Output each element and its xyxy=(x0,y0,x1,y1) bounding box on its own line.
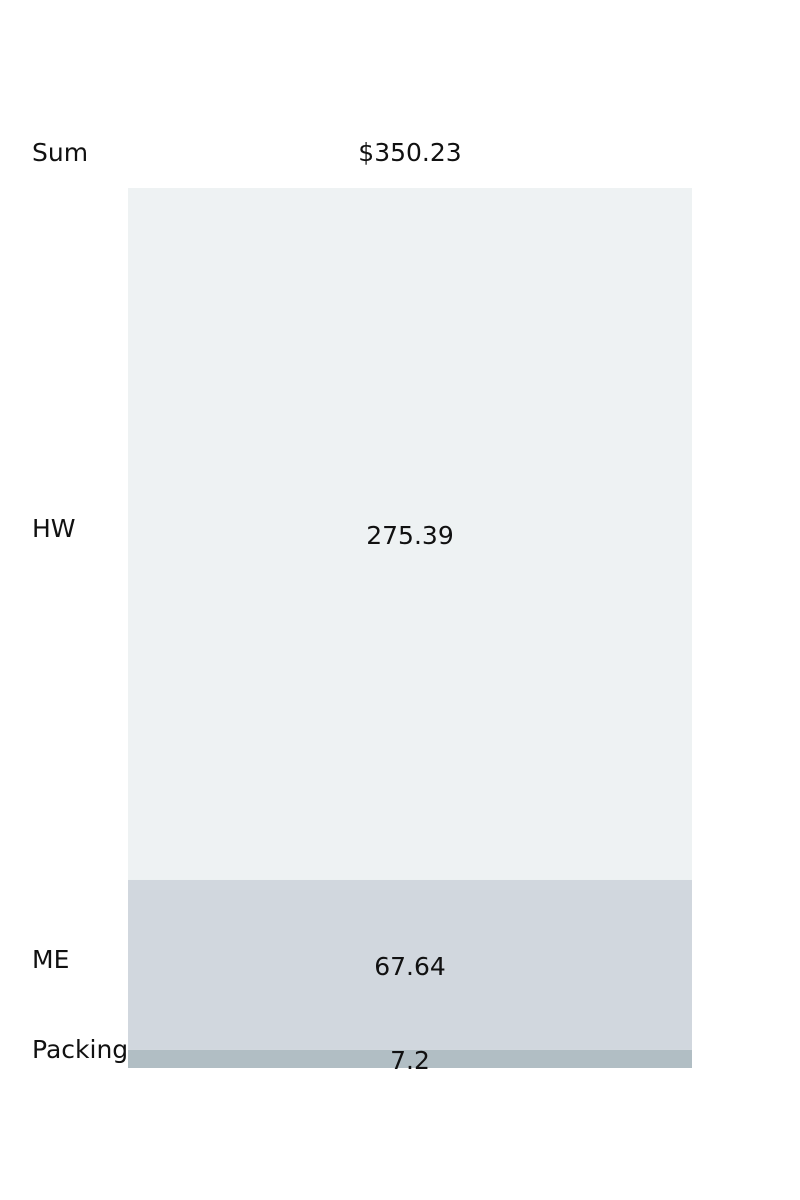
category-label-hw: HW xyxy=(32,514,76,543)
labels-layer: 275.39 HW 67.64 ME 7.2 Packing xyxy=(32,514,454,1075)
segment-packing xyxy=(128,1049,692,1068)
segment-me xyxy=(128,879,692,1050)
sum-value: $350.23 xyxy=(358,138,461,167)
value-label-hw: 275.39 xyxy=(366,521,453,550)
value-label-packing: 7.2 xyxy=(390,1046,430,1075)
category-label-packing: Packing xyxy=(32,1035,128,1064)
value-label-me: 67.64 xyxy=(374,952,446,981)
category-label-me: ME xyxy=(32,945,69,974)
segments-layer xyxy=(128,188,692,1068)
segment-hw xyxy=(128,188,692,880)
sum-label: Sum xyxy=(32,138,88,167)
